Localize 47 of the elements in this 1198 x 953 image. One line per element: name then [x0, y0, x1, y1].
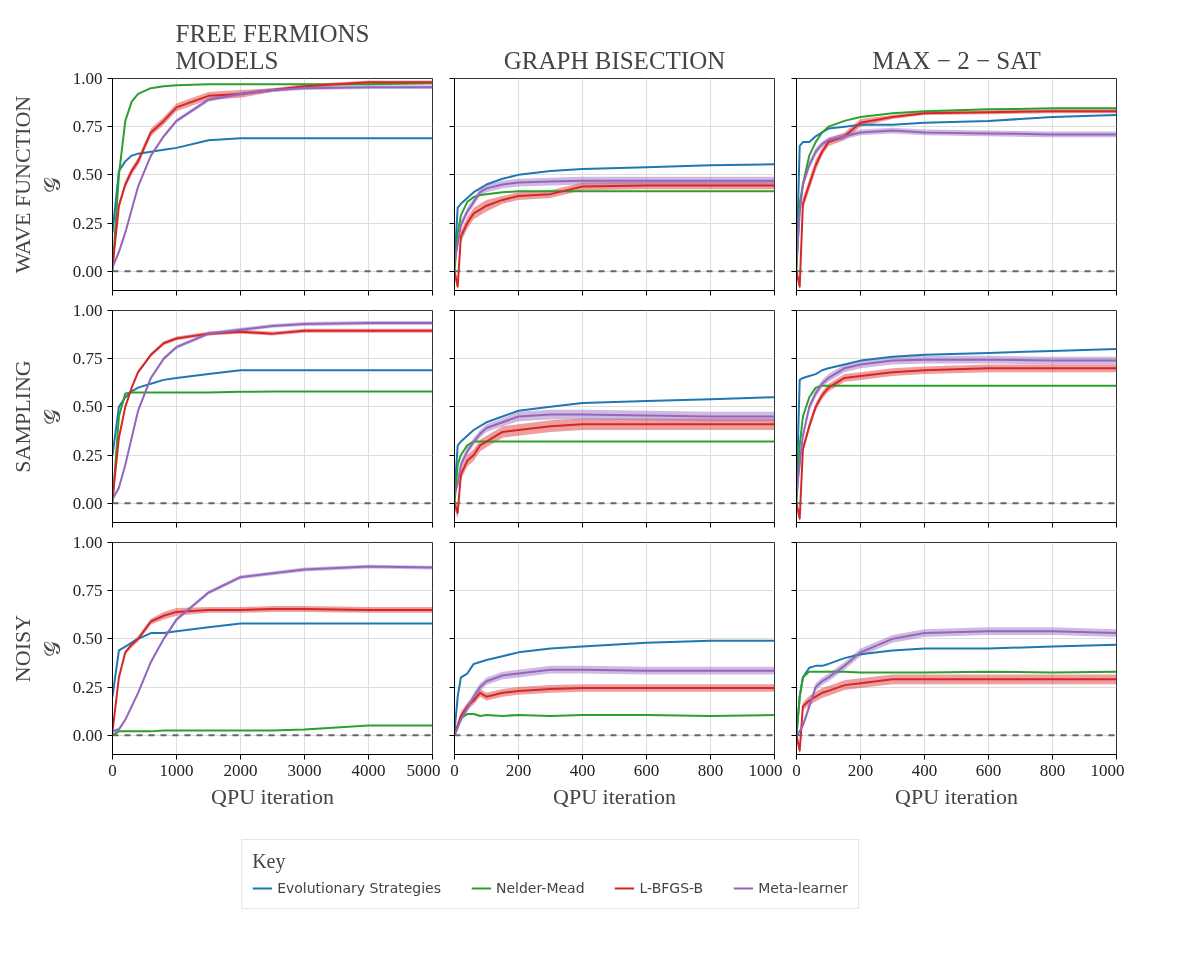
x-axis-title: QPU iteration [553, 783, 676, 809]
y-tick-label: 1.00 [72, 533, 103, 552]
y-tick-label: 1.00 [72, 301, 103, 320]
chart-title: FREE FERMIONS MODELS [175, 19, 370, 74]
x-tick-label: 2000 [223, 760, 258, 780]
y-tick-label: 0.50 [72, 165, 103, 185]
x-tick-label: 0 [450, 760, 459, 780]
y-axis-title: SAMPLING 𝒢 [9, 360, 65, 473]
y-tick-label: 0.75 [72, 117, 103, 137]
x-tick-label: 1000 [159, 760, 194, 780]
y-tick-label: 0.00 [72, 261, 103, 281]
y-axis-title: NOISY 𝒢 [9, 614, 65, 683]
legend-label: Meta-learner [758, 879, 848, 896]
x-tick-label: 1000 [748, 760, 783, 780]
legend-title: Key [252, 849, 287, 873]
y-tick-label: 0.75 [72, 581, 103, 601]
x-tick-label: 600 [975, 760, 1002, 780]
x-tick-label: 4000 [351, 760, 386, 780]
y-tick-label: 0.25 [72, 213, 103, 233]
y-tick-label: 0.00 [72, 725, 103, 745]
x-tick-label: 200 [505, 760, 532, 780]
x-tick-label: 800 [697, 760, 724, 780]
y-tick-label: 0.50 [72, 629, 103, 649]
x-tick-label: 0 [108, 760, 117, 780]
x-tick-label: 600 [633, 760, 660, 780]
x-axis-title: QPU iteration [211, 783, 334, 809]
x-tick-label: 800 [1039, 760, 1066, 780]
x-tick-label: 1000 [1090, 760, 1125, 780]
chart-title: GRAPH BISECTION [503, 46, 726, 74]
y-tick-label: 0.50 [72, 397, 103, 417]
y-tick-label: 0.00 [72, 493, 103, 513]
x-tick-label: 200 [847, 760, 874, 780]
y-tick-label: 0.75 [72, 349, 103, 369]
legend-label: Evolutionary Strategies [277, 879, 441, 896]
legend-label: L-BFGS-B [639, 879, 704, 896]
x-tick-label: 3000 [287, 760, 322, 780]
x-tick-label: 0 [792, 760, 801, 780]
x-tick-label: 5000 [406, 760, 441, 780]
y-tick-label: 0.25 [72, 677, 103, 697]
x-tick-label: 400 [911, 760, 938, 780]
x-tick-label: 400 [569, 760, 596, 780]
y-tick-label: 0.25 [72, 445, 103, 465]
y-tick-label: 1.00 [72, 69, 103, 88]
chart-title: MAX − 2 − SAT [872, 46, 1041, 74]
x-axis-title: QPU iteration [895, 783, 1018, 809]
legend-label: Nelder-Mead [495, 879, 585, 896]
y-axis-title: WAVE FUNCTION 𝒢 [9, 95, 65, 274]
